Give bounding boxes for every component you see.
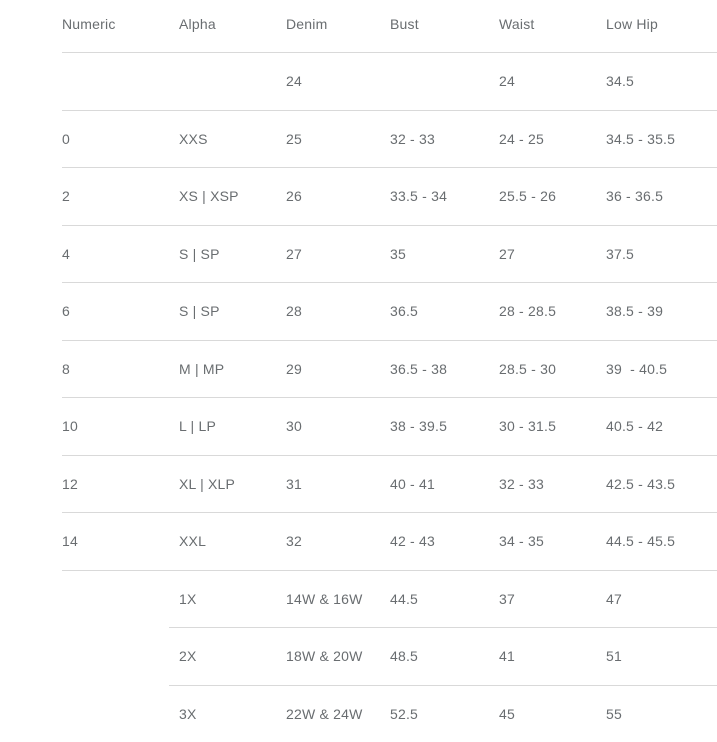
table-cell: 14W & 16W bbox=[279, 570, 383, 628]
table-cell: 24 - 25 bbox=[492, 110, 599, 168]
table-cell: 24 bbox=[492, 53, 599, 111]
table-cell: 36.5 bbox=[383, 283, 492, 341]
table-cell: 3X bbox=[169, 685, 279, 742]
table-cell: S | SP bbox=[169, 283, 279, 341]
table-cell: 36 - 36.5 bbox=[599, 168, 717, 226]
table-cell: 28 - 28.5 bbox=[492, 283, 599, 341]
table-cell: 0 bbox=[62, 110, 169, 168]
column-header-low-hip: Low Hip bbox=[599, 0, 717, 53]
table-cell: 8 bbox=[62, 340, 169, 398]
table-cell: 40.5 - 42 bbox=[599, 398, 717, 456]
table-cell: 42.5 - 43.5 bbox=[599, 455, 717, 513]
table-cell: 55 bbox=[599, 685, 717, 742]
table-cell: 6 bbox=[62, 283, 169, 341]
table-cell: 1X bbox=[169, 570, 279, 628]
table-cell: 26 bbox=[279, 168, 383, 226]
column-header-bust: Bust bbox=[383, 0, 492, 53]
header-row: Numeric Alpha Denim Bust Waist Low Hip bbox=[62, 0, 717, 53]
table-cell: 25 bbox=[279, 110, 383, 168]
table-cell: 14 bbox=[62, 513, 169, 571]
table-cell: 41 bbox=[492, 628, 599, 686]
table-cell: 30 bbox=[279, 398, 383, 456]
column-header-alpha: Alpha bbox=[169, 0, 279, 53]
table-cell bbox=[62, 53, 169, 111]
column-header-numeric: Numeric bbox=[62, 0, 169, 53]
table-cell: 10 bbox=[62, 398, 169, 456]
table-cell bbox=[62, 570, 169, 628]
table-cell: 36.5 - 38 bbox=[383, 340, 492, 398]
table-cell: 27 bbox=[279, 225, 383, 283]
table-cell: 12 bbox=[62, 455, 169, 513]
table-cell: 40 - 41 bbox=[383, 455, 492, 513]
table-cell: 51 bbox=[599, 628, 717, 686]
table-cell: 18W & 20W bbox=[279, 628, 383, 686]
table-cell bbox=[169, 53, 279, 111]
table-cell: 32 - 33 bbox=[383, 110, 492, 168]
table-cell: XXL bbox=[169, 513, 279, 571]
table-cell: 37 bbox=[492, 570, 599, 628]
table-cell: 47 bbox=[599, 570, 717, 628]
table-cell: 45 bbox=[492, 685, 599, 742]
table-cell: M | MP bbox=[169, 340, 279, 398]
table-cell: 27 bbox=[492, 225, 599, 283]
table-cell: XXS bbox=[169, 110, 279, 168]
table-cell: XL | XLP bbox=[169, 455, 279, 513]
table-cell: 32 - 33 bbox=[492, 455, 599, 513]
table-cell bbox=[62, 628, 169, 686]
table-cell: 28 bbox=[279, 283, 383, 341]
table-cell: 32 bbox=[279, 513, 383, 571]
table-cell: 44.5 - 45.5 bbox=[599, 513, 717, 571]
table-cell: 38 - 39.5 bbox=[383, 398, 492, 456]
table-cell: 25.5 - 26 bbox=[492, 168, 599, 226]
table-cell: L | LP bbox=[169, 398, 279, 456]
size-chart-table: Numeric Alpha Denim Bust Waist Low Hip 2… bbox=[62, 0, 717, 742]
table-cell: S | SP bbox=[169, 225, 279, 283]
size-chart-header: Numeric Alpha Denim Bust Waist Low Hip bbox=[62, 0, 717, 53]
table-cell bbox=[62, 685, 169, 742]
table-cell: 48.5 bbox=[383, 628, 492, 686]
table-cell: 24 bbox=[279, 53, 383, 111]
table-cell: 22W & 24W bbox=[279, 685, 383, 742]
table-cell: 37.5 bbox=[599, 225, 717, 283]
table-cell: 31 bbox=[279, 455, 383, 513]
table-cell: 28.5 - 30 bbox=[492, 340, 599, 398]
table-cell: 34.5 bbox=[599, 53, 717, 111]
column-header-waist: Waist bbox=[492, 0, 599, 53]
table-cell: 34 - 35 bbox=[492, 513, 599, 571]
table-cell: 33.5 - 34 bbox=[383, 168, 492, 226]
column-header-denim: Denim bbox=[279, 0, 383, 53]
table-cell: 38.5 - 39 bbox=[599, 283, 717, 341]
table-cell: 34.5 - 35.5 bbox=[599, 110, 717, 168]
table-cell: 39 - 40.5 bbox=[599, 340, 717, 398]
table-cell: 52.5 bbox=[383, 685, 492, 742]
table-cell: 4 bbox=[62, 225, 169, 283]
table-cell bbox=[383, 53, 492, 111]
table-cell: XS | XSP bbox=[169, 168, 279, 226]
table-cell: 44.5 bbox=[383, 570, 492, 628]
table-cell: 29 bbox=[279, 340, 383, 398]
table-cell: 30 - 31.5 bbox=[492, 398, 599, 456]
table-cell: 42 - 43 bbox=[383, 513, 492, 571]
table-cell: 35 bbox=[383, 225, 492, 283]
table-cell: 2X bbox=[169, 628, 279, 686]
table-cell: 2 bbox=[62, 168, 169, 226]
